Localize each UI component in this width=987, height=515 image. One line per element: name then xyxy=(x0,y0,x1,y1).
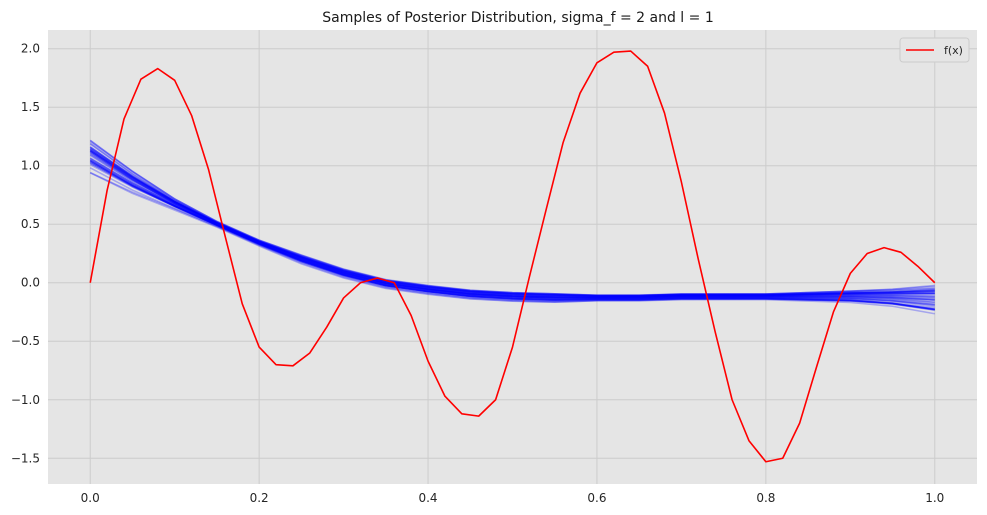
posterior-sample-line xyxy=(89,147,935,298)
posterior-sample-line xyxy=(89,148,935,297)
posterior-sample-line xyxy=(89,159,935,312)
posterior-sample-line xyxy=(89,162,935,311)
x-tick-label: 0.8 xyxy=(756,491,775,505)
posterior-sample-line xyxy=(89,154,935,306)
posterior-sample-line xyxy=(89,172,935,311)
posterior-sample-line xyxy=(89,139,935,297)
posterior-sample-line xyxy=(89,150,935,298)
grid-lines xyxy=(48,30,977,484)
series-lines xyxy=(89,50,936,463)
posterior-sample-line xyxy=(89,146,935,298)
x-tick-label: 0.6 xyxy=(587,491,606,505)
y-tick-label: −1.0 xyxy=(11,393,40,407)
y-tick-label: 2.0 xyxy=(21,42,40,56)
y-axis-ticks: −1.5 −1.0 −0.5 0.0 0.5 1.0 1.5 2.0 xyxy=(11,42,40,466)
y-tick-label: −0.5 xyxy=(11,334,40,348)
posterior-sample-line xyxy=(89,160,935,306)
posterior-sample-lines xyxy=(89,139,935,315)
posterior-sample-line xyxy=(89,143,935,298)
posterior-sample-line xyxy=(89,147,935,297)
legend: f(x) xyxy=(899,37,970,63)
posterior-sample-line xyxy=(89,149,935,297)
posterior-sample-line xyxy=(89,152,935,305)
posterior-sample-line xyxy=(89,161,935,302)
posterior-sample-line xyxy=(89,139,935,297)
posterior-sample-line xyxy=(89,146,935,298)
legend-box xyxy=(899,37,970,63)
posterior-sample-line xyxy=(89,159,935,304)
posterior-sample-line xyxy=(89,151,935,301)
posterior-sample-line xyxy=(89,158,935,301)
posterior-sample-line xyxy=(89,157,935,311)
posterior-sample-line xyxy=(89,167,935,315)
posterior-sample-line xyxy=(89,159,935,310)
posterior-sample-line xyxy=(89,149,935,296)
posterior-sample-line xyxy=(89,171,935,307)
posterior-sample-line xyxy=(89,163,935,304)
x-tick-label: 0.2 xyxy=(250,491,269,505)
y-tick-label: 0.0 xyxy=(21,276,40,290)
posterior-sample-line xyxy=(89,151,935,299)
posterior-sample-line xyxy=(89,149,935,297)
x-tick-label: 0.0 xyxy=(81,491,100,505)
posterior-sample-line xyxy=(89,140,935,299)
legend-label-f-x: f(x) xyxy=(944,44,963,57)
plot-area xyxy=(48,30,977,484)
y-tick-label: 1.5 xyxy=(21,100,40,114)
posterior-sample-line xyxy=(89,142,935,298)
posterior-sample-line xyxy=(89,150,935,297)
y-tick-label: 1.0 xyxy=(21,159,40,173)
series-line-f-x xyxy=(89,50,936,463)
posterior-sample-line xyxy=(89,160,935,309)
posterior-sample-line xyxy=(89,154,935,300)
posterior-sample-line xyxy=(89,157,935,298)
y-tick-label: −1.5 xyxy=(11,451,40,465)
posterior-sample-line xyxy=(89,146,935,299)
posterior-sample-line xyxy=(89,152,935,298)
x-tick-label: 1.0 xyxy=(925,491,944,505)
y-tick-label: 0.5 xyxy=(21,217,40,231)
posterior-sample-line xyxy=(89,149,935,299)
posterior-sample-line xyxy=(89,148,935,297)
posterior-sample-line xyxy=(89,162,935,310)
chart-title: Samples of Posterior Distribution, sigma… xyxy=(322,10,714,26)
posterior-sample-line xyxy=(89,159,935,311)
x-tick-label: 0.4 xyxy=(418,491,437,505)
x-axis-ticks: 0.0 0.2 0.4 0.6 0.8 1.0 xyxy=(81,491,945,505)
